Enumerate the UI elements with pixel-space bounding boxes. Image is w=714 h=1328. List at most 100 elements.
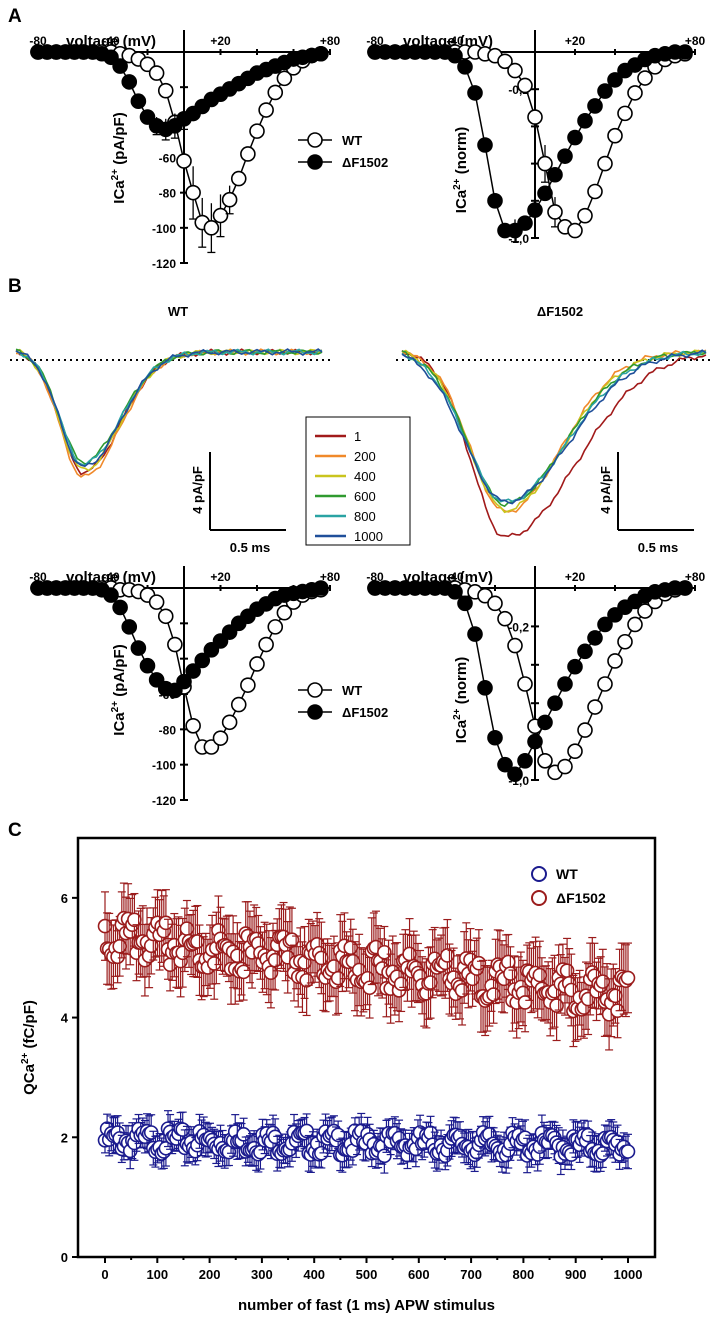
data-point <box>313 580 329 596</box>
trace-panel-df1502: ΔF1502 4 pA/pF 0.5 ms <box>396 304 714 555</box>
data-point <box>130 93 147 110</box>
data-point <box>517 215 533 231</box>
data-point <box>547 204 563 220</box>
data-point <box>527 109 543 125</box>
data-point <box>176 153 192 169</box>
data-point <box>597 83 613 99</box>
data-point <box>240 146 256 162</box>
data-point <box>577 722 593 738</box>
data-point <box>637 70 653 86</box>
legend-label: WT <box>342 133 362 148</box>
trace-800 <box>401 350 707 503</box>
data-point <box>157 608 174 625</box>
data-point <box>637 603 653 619</box>
data-point <box>620 970 636 986</box>
data-point <box>185 717 201 734</box>
legend-marker <box>307 704 323 720</box>
x-tick-label: +80 <box>320 34 341 48</box>
data-point <box>537 185 553 202</box>
legend-label: 600 <box>354 489 376 504</box>
trace-400 <box>15 348 323 472</box>
data-point <box>537 752 553 769</box>
data-point <box>157 82 174 99</box>
data-point <box>148 594 165 610</box>
x-tick-label: 300 <box>251 1267 273 1282</box>
data-point <box>587 699 603 715</box>
data-point <box>677 580 693 596</box>
data-point <box>457 595 473 612</box>
x-tick-label: -40 <box>446 34 464 48</box>
data-point <box>587 98 603 114</box>
trace-600 <box>15 348 323 465</box>
data-point <box>497 53 513 70</box>
data-point <box>607 72 623 88</box>
data-point <box>112 599 128 616</box>
y-tick-label: 2 <box>61 1130 68 1145</box>
data-point <box>185 663 201 679</box>
x-tick-label: +20 <box>565 34 586 48</box>
data-point <box>267 84 284 101</box>
data-point <box>267 619 284 635</box>
data-point <box>377 944 392 960</box>
trace-title-wt: WT <box>168 304 188 319</box>
legend-label: WT <box>342 683 362 698</box>
data-point <box>587 630 603 646</box>
legend-marker <box>307 154 323 170</box>
data-point <box>527 733 543 750</box>
data-point <box>567 129 583 146</box>
x-tick-label: +20 <box>210 34 231 48</box>
y-axis-label: ICa2+ (norm) <box>452 657 470 743</box>
x-tick-label: -80 <box>366 570 384 584</box>
data-point <box>537 155 553 172</box>
data-point <box>299 973 314 988</box>
trace-legend: 1 200 400 600 800 1000 <box>305 416 411 546</box>
legend-label: 200 <box>354 449 376 464</box>
data-point <box>557 676 573 692</box>
data-point <box>276 604 293 621</box>
data-point <box>477 137 493 153</box>
legend-label: 800 <box>354 509 376 524</box>
legend-label: 400 <box>354 469 376 484</box>
data-point <box>577 643 593 660</box>
data-point <box>527 202 543 218</box>
data-point <box>185 184 201 201</box>
y-tick-label: 6 <box>61 891 68 906</box>
legend-box <box>305 416 411 546</box>
data-point <box>587 183 603 200</box>
data-point <box>577 113 593 129</box>
legend-label: ΔF1502 <box>342 155 388 170</box>
data-point <box>597 155 613 172</box>
x-tick-label: -80 <box>29 34 47 48</box>
y-axis-label: ICa2+ (norm) <box>452 127 470 213</box>
data-point <box>121 74 138 90</box>
data-point <box>103 587 119 603</box>
data-point <box>212 730 229 746</box>
panel-label-a: A <box>8 6 22 27</box>
panel-label-b: B <box>8 276 22 297</box>
trace-1000 <box>401 349 707 505</box>
trace-panel-wt: WT 4 pA/pF 0.5 ms <box>10 304 330 555</box>
data-point <box>447 47 463 64</box>
data-point <box>299 1123 314 1139</box>
data-point <box>249 123 265 139</box>
scalebar-x-label: 0.5 ms <box>638 540 678 555</box>
x-tick-label: 500 <box>356 1267 378 1282</box>
data-point <box>112 58 128 74</box>
data-point <box>487 193 503 209</box>
data-point <box>577 207 593 224</box>
data-point <box>547 166 563 183</box>
legend-label: WT <box>556 866 578 882</box>
panel-label-c: C <box>8 820 22 841</box>
y-tick-label: -80 <box>159 723 177 737</box>
data-point <box>221 714 238 731</box>
data-point <box>121 619 138 635</box>
x-tick-label: 100 <box>146 1267 168 1282</box>
x-tick-label: -40 <box>102 570 120 584</box>
legend-marker <box>307 682 323 698</box>
data-point <box>167 636 183 653</box>
x-tick-label: +20 <box>565 570 586 584</box>
